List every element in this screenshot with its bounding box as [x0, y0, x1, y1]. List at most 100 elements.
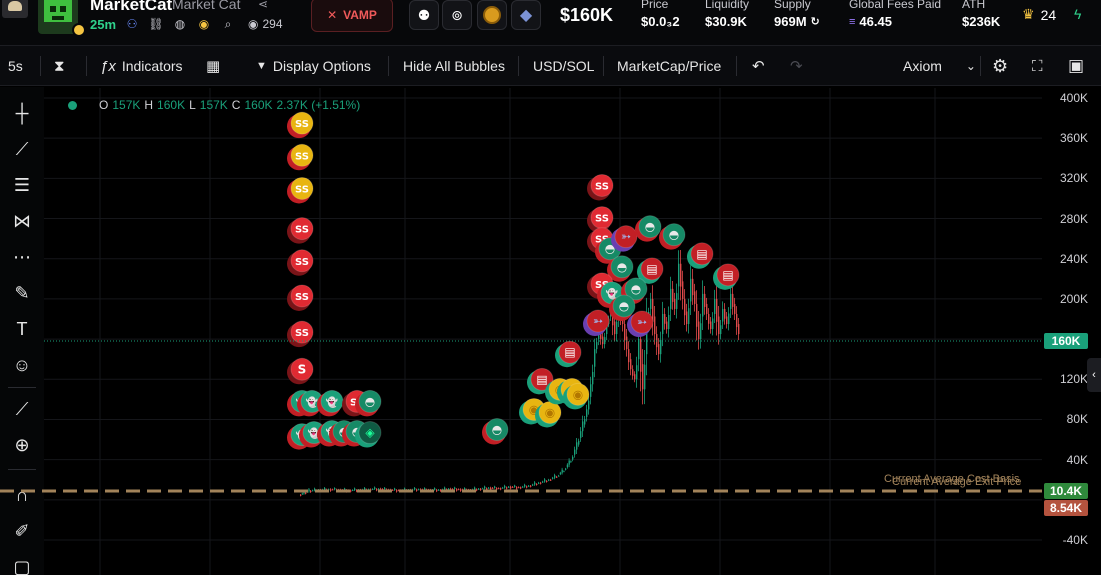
pump-badge-icon	[72, 23, 86, 37]
crown-count[interactable]: ♛ 24	[1022, 6, 1057, 23]
crosshair-icon[interactable]: ┼	[15, 102, 29, 123]
candle-body	[646, 319, 648, 355]
candle-body	[698, 321, 700, 340]
hide-bubbles-button[interactable]: Hide All Bubbles	[403, 58, 505, 74]
svg-text:👻: 👻	[326, 395, 339, 408]
candle-body	[722, 308, 724, 322]
website-icon[interactable]: ◍	[174, 17, 186, 31]
undo-button[interactable]: ↶	[752, 46, 765, 86]
display-options-button[interactable]: ▼ Display Options	[256, 58, 371, 74]
candle-body	[305, 492, 307, 494]
token-name[interactable]: MarketCat	[90, 0, 173, 14]
candle-body	[301, 493, 304, 495]
vamp-button[interactable]: ✕ VAMP	[311, 0, 393, 32]
candle-body	[504, 485, 506, 488]
indicators-button[interactable]: ƒx Indicators	[100, 57, 183, 75]
collapse-panel-button[interactable]: ‹	[1087, 358, 1101, 392]
trade-bubble-gold: ◉	[535, 400, 562, 428]
trade-bubble-alien: ◓	[635, 215, 662, 242]
svg-text:◈: ◈	[365, 426, 375, 440]
candle-body	[460, 489, 462, 491]
y-tick-label: 240K	[1059, 251, 1088, 266]
series-visibility-dot[interactable]	[68, 100, 77, 110]
svg-text:SS: SS	[295, 225, 309, 236]
svg-text:◉: ◉	[573, 387, 583, 401]
trendline-icon[interactable]: ⟋	[15, 138, 29, 159]
candle-type-button[interactable]: ⧗	[54, 46, 65, 86]
coin-icon	[483, 6, 501, 24]
redo-button[interactable]: ↷	[790, 46, 803, 86]
token-avatar[interactable]	[38, 0, 78, 34]
fib-icon[interactable]: ⋯	[13, 246, 31, 267]
link-icon[interactable]: ⛓	[148, 17, 164, 31]
bot-button[interactable]: ⚉	[409, 0, 439, 30]
trade-bubble-ss-gold: SS	[287, 111, 314, 139]
screenshot-button[interactable]: ▣	[1068, 46, 1084, 86]
trade-bubble-ss: SS	[287, 249, 314, 276]
candle-body	[354, 488, 356, 491]
stat-ath: ATH $236K	[962, 0, 1001, 29]
svg-text:SS: SS	[295, 257, 309, 268]
solana-icon: ≡	[849, 15, 856, 28]
zoom-in-icon[interactable]: ⊕	[14, 434, 30, 455]
svg-text:SS: SS	[295, 151, 309, 162]
candle-body	[510, 486, 512, 489]
dev-icon[interactable]: ⚇	[126, 17, 138, 31]
bolt-icon[interactable]: ϟ	[1074, 6, 1082, 22]
candle-body	[606, 324, 608, 335]
lock-icon[interactable]: ▢	[13, 556, 31, 575]
metric-toggle[interactable]: MarketCap/Price	[617, 58, 722, 74]
stat-liquidity: Liquidity $30.9K	[705, 0, 750, 29]
ruler-icon[interactable]: ⟋	[15, 398, 29, 419]
candle-body	[654, 316, 656, 335]
svg-text:▤: ▤	[722, 268, 733, 282]
market-cap-headline: $160K	[560, 5, 614, 25]
candle-body	[494, 486, 496, 488]
trade-bubble-ss-gold: SS	[287, 176, 314, 204]
candle-body	[534, 482, 536, 485]
token-subname[interactable]: Market Cat	[172, 0, 241, 12]
pattern-icon[interactable]: ⋈	[13, 210, 31, 231]
drawing-tools-rail: ┼ ⟋ ☰ ⋈ ⋯ ✎ T ☺ ⟋ ⊕ ∩ ✐ ▢	[0, 87, 44, 575]
lock-draw-icon[interactable]: ✐	[14, 520, 30, 541]
candle-body	[582, 421, 584, 432]
candle-body	[650, 298, 652, 309]
app-logo-icon[interactable]	[2, 0, 28, 18]
fullscreen-button[interactable]: ⛶	[1032, 46, 1043, 86]
currency-toggle[interactable]: USD/SOL	[533, 58, 595, 74]
search-icon[interactable]: ⌕	[224, 16, 232, 31]
cost-basis-tag: 10.4K	[1044, 483, 1088, 499]
candle-body	[692, 278, 694, 296]
candle-body	[478, 488, 480, 490]
provider-select[interactable]: Axiom ⌄	[903, 58, 976, 74]
candle-body	[584, 419, 586, 425]
candle-body	[712, 318, 714, 330]
candle-body	[528, 485, 530, 487]
share-icon[interactable]: ⋖	[258, 0, 269, 11]
text-icon[interactable]: T	[16, 318, 28, 339]
pump-button[interactable]	[477, 0, 507, 30]
brush-icon[interactable]: ✎	[14, 282, 30, 303]
timeframe-button[interactable]: 5s	[8, 58, 23, 74]
chain-button[interactable]: ◆	[511, 0, 541, 30]
pump-icon[interactable]: ◉	[198, 17, 210, 31]
current-price-tag: 160K	[1044, 333, 1088, 349]
emoji-icon[interactable]: ☺	[12, 354, 32, 375]
candle-body	[484, 486, 486, 489]
candle-body	[418, 489, 420, 491]
layout-button[interactable]: ▦	[206, 46, 220, 86]
scan-button[interactable]: ⊚	[442, 0, 472, 30]
eth-icon: ◆	[519, 7, 533, 24]
candle-body	[554, 475, 556, 478]
candle-body	[668, 314, 670, 330]
y-tick-label: 80K	[1066, 412, 1088, 427]
trade-bubble-ghost: 👻	[317, 389, 344, 417]
svg-text:SS: SS	[295, 292, 309, 303]
candle-body	[730, 293, 732, 309]
settings-button[interactable]: ⚙	[992, 46, 1008, 86]
candle-body	[688, 308, 690, 325]
refresh-icon[interactable]: ↻	[810, 16, 820, 28]
candle-body	[558, 475, 560, 477]
horizontal-lines-icon[interactable]: ☰	[13, 174, 31, 195]
